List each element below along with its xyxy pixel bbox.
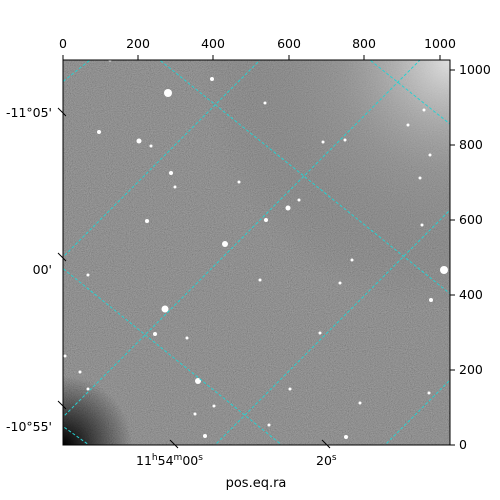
star	[418, 176, 422, 180]
star	[318, 331, 322, 335]
star	[63, 354, 67, 358]
star	[195, 378, 201, 384]
grid-line	[63, 60, 261, 258]
star	[164, 89, 172, 97]
top-tick-400: 400	[201, 36, 225, 51]
stars	[63, 60, 448, 439]
star	[86, 273, 90, 277]
star	[136, 138, 142, 144]
star	[427, 391, 431, 395]
star	[210, 77, 214, 81]
star	[212, 404, 216, 408]
top-tick-800: 800	[352, 36, 376, 51]
bottom-tick-ra-2: 20s	[316, 453, 337, 468]
star	[267, 423, 271, 427]
right-tick-200: 200	[459, 362, 483, 377]
star	[145, 219, 149, 223]
right-tick-400: 400	[459, 287, 483, 302]
left-tick-dec-2: 00'	[33, 262, 52, 277]
star	[429, 298, 433, 302]
right-tick-1000: 1000	[459, 62, 491, 77]
right-tick-0: 0	[459, 437, 467, 452]
star	[161, 305, 169, 313]
top-axis: 0 200 400 600 800 1000	[59, 36, 456, 60]
x-axis-label: pos.eq.ra	[226, 476, 287, 491]
star	[237, 180, 241, 184]
star	[285, 205, 291, 211]
star	[422, 108, 426, 112]
star	[264, 218, 268, 222]
star	[343, 138, 347, 142]
bottom-tick-ra-1: 11h54m00s	[136, 453, 203, 468]
top-tick-600: 600	[277, 36, 301, 51]
left-axis: -11°05' 00' -10°55'	[6, 105, 67, 434]
star	[288, 387, 292, 391]
star	[263, 101, 267, 105]
left-tick-dec-3: -10°55'	[6, 419, 52, 434]
left-tick-dec-1: -11°05'	[6, 105, 52, 120]
star	[203, 434, 207, 438]
right-tick-600: 600	[459, 212, 483, 227]
star	[440, 266, 448, 274]
star	[338, 281, 342, 285]
bottom-axis: 11h54m00s 20s pos.eq.ra	[136, 439, 337, 491]
star	[420, 223, 424, 227]
top-tick-1000: 1000	[424, 36, 456, 51]
star	[149, 144, 153, 148]
coordinate-grid	[63, 60, 450, 445]
star	[153, 332, 157, 336]
star	[344, 435, 348, 439]
grid-line	[63, 267, 283, 445]
star	[78, 370, 82, 374]
top-tick-200: 200	[126, 36, 150, 51]
sky-image	[63, 60, 450, 445]
star	[185, 336, 189, 340]
star	[258, 278, 262, 282]
plot-frame	[62, 59, 451, 446]
star	[406, 123, 410, 127]
star	[428, 153, 432, 157]
grid-line	[158, 60, 450, 295]
star	[222, 241, 228, 247]
star	[193, 412, 197, 416]
right-axis: 0 200 400 600 800 1000	[450, 62, 491, 452]
star	[169, 171, 173, 175]
star	[358, 401, 362, 405]
star	[321, 140, 325, 144]
star	[173, 185, 177, 189]
star	[350, 258, 354, 262]
star	[86, 387, 90, 391]
star	[297, 198, 301, 202]
star	[97, 130, 101, 134]
top-tick-0: 0	[59, 36, 67, 51]
right-tick-800: 800	[459, 137, 483, 152]
